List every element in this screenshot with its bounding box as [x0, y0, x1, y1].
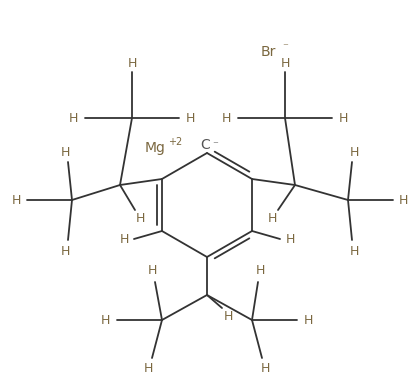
Text: H: H	[221, 112, 231, 125]
Text: H: H	[349, 245, 359, 258]
Text: H: H	[60, 146, 70, 158]
Text: H: H	[185, 112, 195, 125]
Text: Br: Br	[260, 45, 276, 59]
Text: H: H	[100, 314, 110, 327]
Text: ⁻: ⁻	[212, 140, 218, 150]
Text: H: H	[68, 112, 78, 125]
Text: +2: +2	[168, 137, 182, 147]
Text: H: H	[280, 56, 290, 69]
Text: H: H	[260, 362, 270, 375]
Text: H: H	[147, 264, 157, 277]
Text: H: H	[398, 194, 408, 207]
Text: H: H	[303, 314, 313, 327]
Text: H: H	[223, 309, 233, 322]
Text: H: H	[119, 232, 129, 245]
Text: H: H	[338, 112, 348, 125]
Text: H: H	[267, 211, 277, 224]
Text: H: H	[255, 264, 265, 277]
Text: C: C	[200, 138, 210, 152]
Text: H: H	[135, 211, 145, 224]
Text: H: H	[143, 362, 153, 375]
Text: H: H	[285, 232, 295, 245]
Text: H: H	[60, 245, 70, 258]
Text: ⁻: ⁻	[282, 42, 288, 52]
Text: H: H	[349, 146, 359, 158]
Text: Mg: Mg	[145, 141, 166, 155]
Text: H: H	[127, 56, 137, 69]
Text: H: H	[11, 194, 21, 207]
